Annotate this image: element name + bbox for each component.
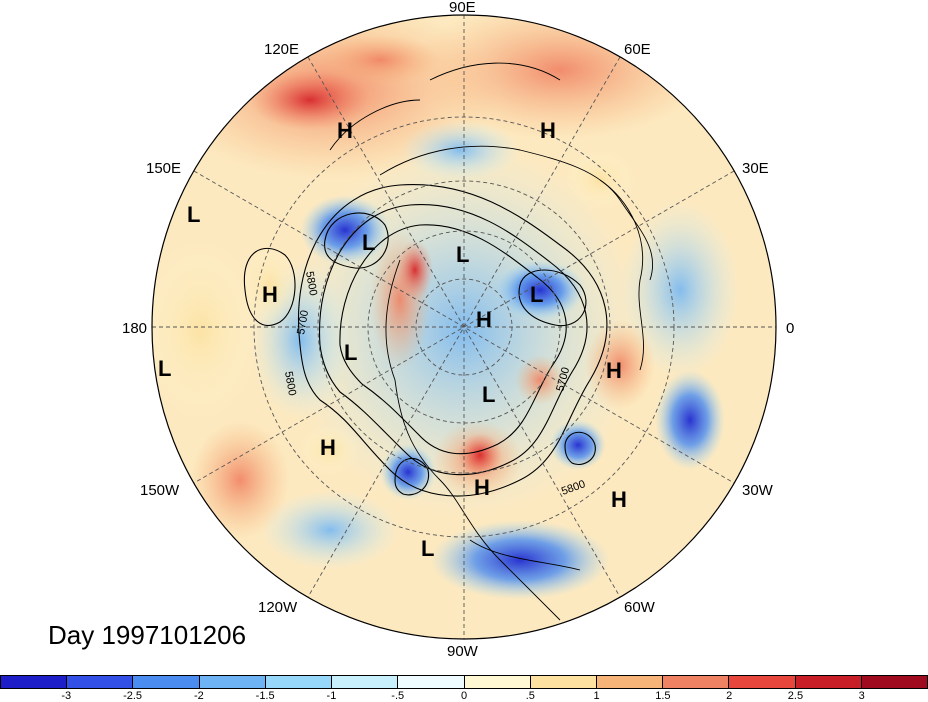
lon-label-90e: 90E bbox=[449, 0, 476, 16]
colorbar-segment bbox=[729, 676, 796, 688]
colorbar-tick-label: 2 bbox=[726, 690, 733, 702]
lon-label-30e: 30E bbox=[742, 160, 769, 177]
lon-label-120w: 120W bbox=[258, 599, 298, 616]
pressure-center-label: H bbox=[606, 358, 622, 383]
colorbar-segment bbox=[795, 676, 862, 688]
lon-label-0: 0 bbox=[786, 320, 795, 337]
pressure-center-label: L bbox=[530, 282, 544, 307]
day-label: Day 1997101206 bbox=[48, 620, 247, 650]
colorbar-segment bbox=[1, 676, 68, 688]
colorbar-tick-label: .5 bbox=[525, 690, 535, 702]
polar-map: 5800 5700 5800 5700 5800 bbox=[151, 14, 777, 640]
lon-label-60w: 60W bbox=[624, 599, 655, 616]
graticule bbox=[152, 15, 776, 639]
pressure-center-label: L bbox=[421, 536, 435, 561]
pressure-center-label: H bbox=[474, 475, 490, 500]
lon-label-120e: 120E bbox=[264, 41, 300, 58]
colorbar-segment bbox=[199, 676, 266, 688]
colorbar-segment bbox=[464, 676, 531, 688]
lon-label-150w: 150W bbox=[140, 482, 180, 499]
contour-label: 5800 bbox=[282, 370, 298, 396]
pressure-center-label: H bbox=[611, 487, 627, 512]
pressure-center-label: L bbox=[482, 382, 496, 407]
lon-label-150e: 150E bbox=[146, 160, 182, 177]
pressure-center-label: L bbox=[456, 242, 470, 267]
coastlines bbox=[329, 62, 654, 621]
pressure-center-label: H bbox=[262, 282, 278, 307]
lon-label-180: 180 bbox=[122, 320, 148, 337]
lon-label-30w: 30W bbox=[742, 482, 773, 499]
colorbar-tick-label: -1 bbox=[326, 690, 337, 702]
colorbar-segment bbox=[663, 676, 730, 688]
colorbar-tick-label: 3 bbox=[858, 690, 865, 702]
pressure-center-label: H bbox=[476, 307, 492, 332]
colorbar-segment bbox=[265, 676, 333, 688]
colorbar-tick-label: -.5 bbox=[391, 690, 405, 702]
pressure-center-label: H bbox=[337, 118, 353, 143]
colorbar-tick-label: -2.5 bbox=[123, 690, 143, 702]
colorbar-tick-label: 1.5 bbox=[655, 690, 671, 702]
pressure-center-label: H bbox=[320, 435, 336, 460]
colorbar bbox=[0, 675, 928, 689]
contour-label: 5700 bbox=[295, 309, 311, 335]
colorbar-segment bbox=[398, 676, 465, 688]
colorbar-tick-label: 0 bbox=[460, 690, 468, 702]
contour-label: 5800 bbox=[303, 270, 319, 296]
colorbar-segment bbox=[861, 676, 928, 688]
pressure-center-label: L bbox=[362, 230, 376, 255]
colorbar-tick-label: 2.5 bbox=[787, 690, 804, 702]
colorbar-tick-label: -2 bbox=[193, 690, 204, 702]
colorbar-segment bbox=[596, 676, 664, 688]
pressure-center-label: L bbox=[187, 202, 201, 227]
lon-label-90w: 90W bbox=[447, 643, 478, 660]
colorbar-segment bbox=[133, 676, 200, 688]
pressure-center-label: H bbox=[540, 118, 556, 143]
colorbar-tick-label: -1.5 bbox=[255, 690, 275, 702]
colorbar-segment bbox=[332, 676, 399, 688]
colorbar-tick-label: -3 bbox=[61, 690, 72, 702]
lon-label-60e: 60E bbox=[624, 41, 651, 58]
pressure-center-label: L bbox=[158, 356, 172, 381]
anomaly-field bbox=[152, 15, 776, 639]
colorbar-segment bbox=[67, 676, 134, 688]
colorbar-segment bbox=[530, 676, 597, 688]
map-boundary bbox=[151, 14, 777, 640]
pressure-center-label: L bbox=[344, 340, 358, 365]
colorbar-tick-label: 1 bbox=[593, 690, 600, 702]
